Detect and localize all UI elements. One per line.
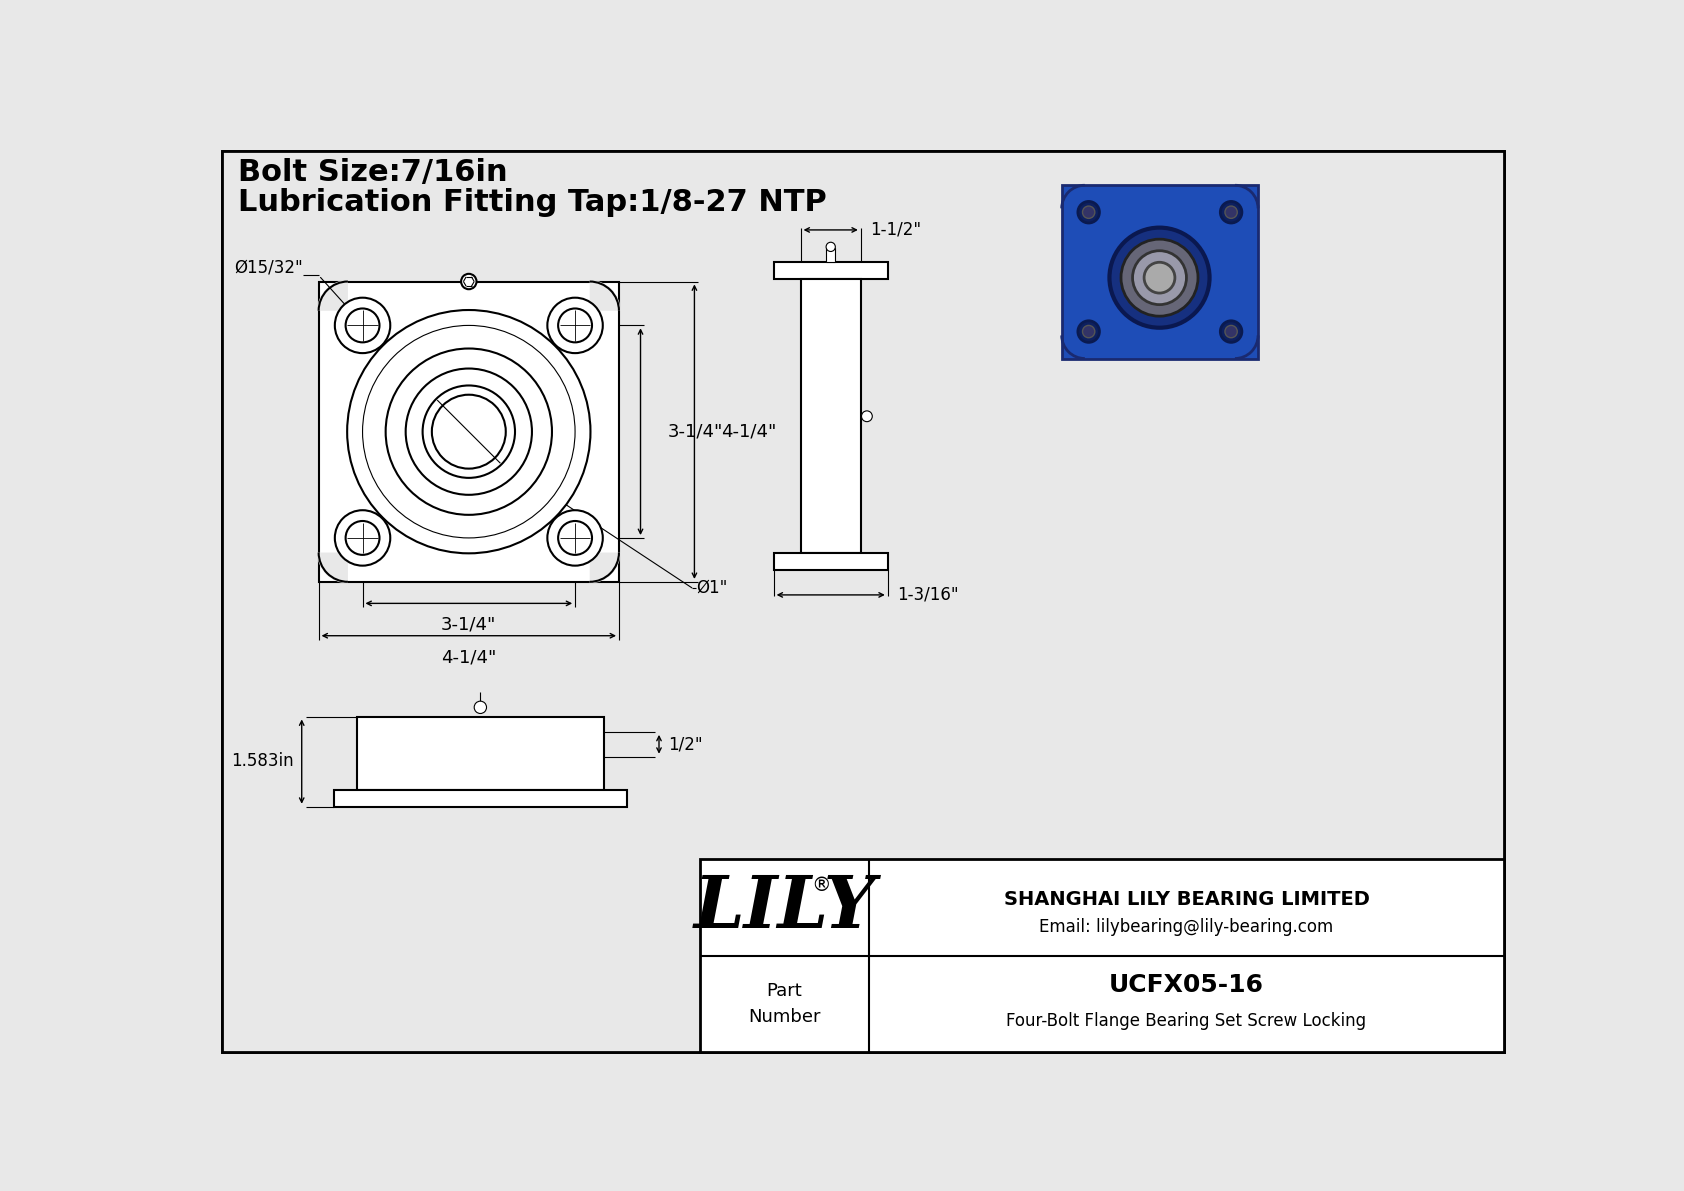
Circle shape: [335, 298, 391, 353]
Circle shape: [475, 701, 487, 713]
Circle shape: [557, 308, 593, 342]
Circle shape: [1221, 320, 1241, 342]
Wedge shape: [588, 551, 620, 584]
Bar: [773, 262, 887, 279]
Text: Four-Bolt Flange Bearing Set Screw Locking: Four-Bolt Flange Bearing Set Screw Locki…: [1007, 1011, 1366, 1030]
Bar: [1061, 186, 1258, 358]
Text: 1-1/2": 1-1/2": [871, 220, 921, 239]
Text: 4-1/4": 4-1/4": [441, 648, 497, 666]
Circle shape: [1224, 206, 1238, 218]
Bar: [800, 279, 861, 554]
Circle shape: [1078, 201, 1100, 223]
Circle shape: [335, 510, 391, 566]
Circle shape: [362, 325, 574, 538]
Circle shape: [1083, 206, 1095, 218]
Text: 1/2": 1/2": [669, 735, 702, 753]
Bar: [357, 717, 603, 790]
Text: Part
Number: Part Number: [748, 981, 820, 1025]
Circle shape: [827, 242, 835, 251]
Circle shape: [345, 308, 379, 342]
Bar: [701, 859, 1504, 1053]
Circle shape: [406, 368, 532, 494]
Text: 1.583in: 1.583in: [231, 753, 295, 771]
Wedge shape: [317, 551, 350, 584]
Circle shape: [862, 411, 872, 422]
Circle shape: [1133, 251, 1187, 305]
Circle shape: [1083, 325, 1095, 338]
Circle shape: [461, 274, 477, 289]
Text: 1-3/16": 1-3/16": [898, 586, 958, 604]
Wedge shape: [317, 280, 350, 312]
Circle shape: [557, 520, 593, 555]
Text: LILY: LILY: [694, 872, 876, 943]
Bar: [773, 554, 887, 570]
Text: SHANGHAI LILY BEARING LIMITED: SHANGHAI LILY BEARING LIMITED: [1004, 890, 1369, 909]
Text: Email: lilybearing@lily-bearing.com: Email: lilybearing@lily-bearing.com: [1039, 918, 1334, 936]
Circle shape: [547, 510, 603, 566]
Bar: [318, 281, 620, 582]
Bar: [751, 239, 911, 593]
Circle shape: [547, 298, 603, 353]
Circle shape: [345, 520, 379, 555]
Text: UCFX05-16: UCFX05-16: [1110, 973, 1265, 997]
Circle shape: [1221, 201, 1241, 223]
Text: ®: ®: [812, 877, 832, 896]
Circle shape: [386, 349, 552, 515]
Circle shape: [423, 386, 515, 478]
Circle shape: [1078, 320, 1100, 342]
Text: 4-1/4": 4-1/4": [721, 423, 776, 441]
Bar: [312, 693, 650, 830]
Circle shape: [1122, 239, 1197, 316]
Circle shape: [1143, 262, 1175, 293]
Circle shape: [347, 310, 591, 554]
Text: Bolt Size:7/16in: Bolt Size:7/16in: [237, 157, 507, 187]
Circle shape: [1110, 227, 1209, 328]
Circle shape: [431, 394, 505, 468]
Text: 3-1/4": 3-1/4": [667, 423, 722, 441]
Bar: [303, 266, 635, 597]
Wedge shape: [588, 280, 620, 312]
Text: Ø15/32": Ø15/32": [234, 258, 303, 276]
Bar: [827, 249, 835, 262]
Text: Ø1": Ø1": [695, 579, 727, 597]
Text: Lubrication Fitting Tap:1/8-27 NTP: Lubrication Fitting Tap:1/8-27 NTP: [237, 188, 827, 218]
Text: 3-1/4": 3-1/4": [441, 616, 497, 634]
Bar: [333, 790, 626, 806]
Circle shape: [1224, 325, 1238, 338]
